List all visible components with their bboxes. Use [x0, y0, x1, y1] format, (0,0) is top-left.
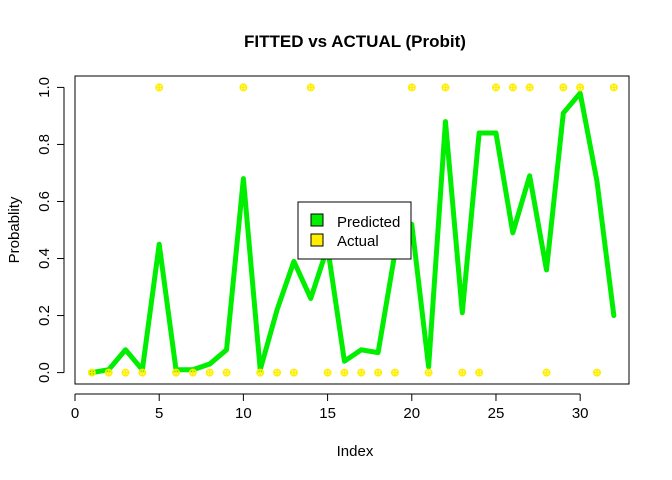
y-tick-label: 0.8: [36, 134, 53, 155]
actual-point: [172, 368, 181, 377]
actual-point: [491, 83, 500, 92]
actual-point: [357, 368, 366, 377]
x-tick-label: 20: [403, 405, 420, 422]
chart-title: FITTED vs ACTUAL (Probit): [244, 32, 466, 51]
x-tick-label: 25: [488, 405, 505, 422]
x-tick-label: 15: [319, 405, 336, 422]
actual-point: [407, 83, 416, 92]
legend: Predicted Actual: [297, 201, 412, 260]
actual-point: [593, 368, 602, 377]
y-tick-label: 0.4: [36, 248, 53, 269]
actual-point: [222, 368, 231, 377]
actual-point: [508, 83, 517, 92]
x-axis-label: Index: [337, 443, 374, 460]
y-tick-label: 0.6: [36, 191, 53, 212]
actual-point: [559, 83, 568, 92]
actual-point: [424, 368, 433, 377]
actual-point: [542, 368, 551, 377]
x-axis: 0 5 10 15 20 25 30: [71, 393, 589, 422]
actual-point: [256, 368, 265, 377]
actual-point: [205, 368, 214, 377]
actual-point: [155, 83, 164, 92]
actual-point: [475, 368, 484, 377]
actual-point: [188, 368, 197, 377]
series-layer: [87, 83, 618, 377]
legend-swatch-predicted: [310, 213, 324, 227]
x-tick-label: 5: [155, 405, 163, 422]
actual-point: [576, 83, 585, 92]
actual-point: [323, 368, 332, 377]
actual-point: [239, 83, 248, 92]
actual-point: [104, 368, 113, 377]
actual-point: [374, 368, 383, 377]
legend-label-actual: Actual: [337, 233, 379, 250]
actual-point: [289, 368, 298, 377]
actual-point: [390, 368, 399, 377]
actual-point: [340, 368, 349, 377]
actual-point: [138, 368, 147, 377]
legend-box: [297, 201, 412, 260]
actual-point: [441, 83, 450, 92]
plot-frame: [74, 75, 630, 385]
x-tick-label: 30: [572, 405, 589, 422]
legend-label-predicted: Predicted: [337, 214, 400, 231]
legend-swatch-actual: [310, 233, 324, 247]
y-tick-label: 0.2: [36, 305, 53, 326]
actual-point: [306, 83, 315, 92]
y-axis-label: Probablity: [6, 196, 23, 263]
actual-point: [525, 83, 534, 92]
actual-point: [87, 368, 96, 377]
x-tick-label: 10: [235, 405, 252, 422]
actual-point: [273, 368, 282, 377]
actual-point: [121, 368, 130, 377]
y-tick-label: 1.0: [36, 77, 53, 98]
actual-point: [609, 83, 618, 92]
actual-point: [458, 368, 467, 377]
y-tick-label: 0.0: [36, 362, 53, 383]
x-tick-label: 0: [71, 405, 79, 422]
y-axis: 0.0 0.2 0.4 0.6 0.8 1.0: [36, 77, 65, 383]
